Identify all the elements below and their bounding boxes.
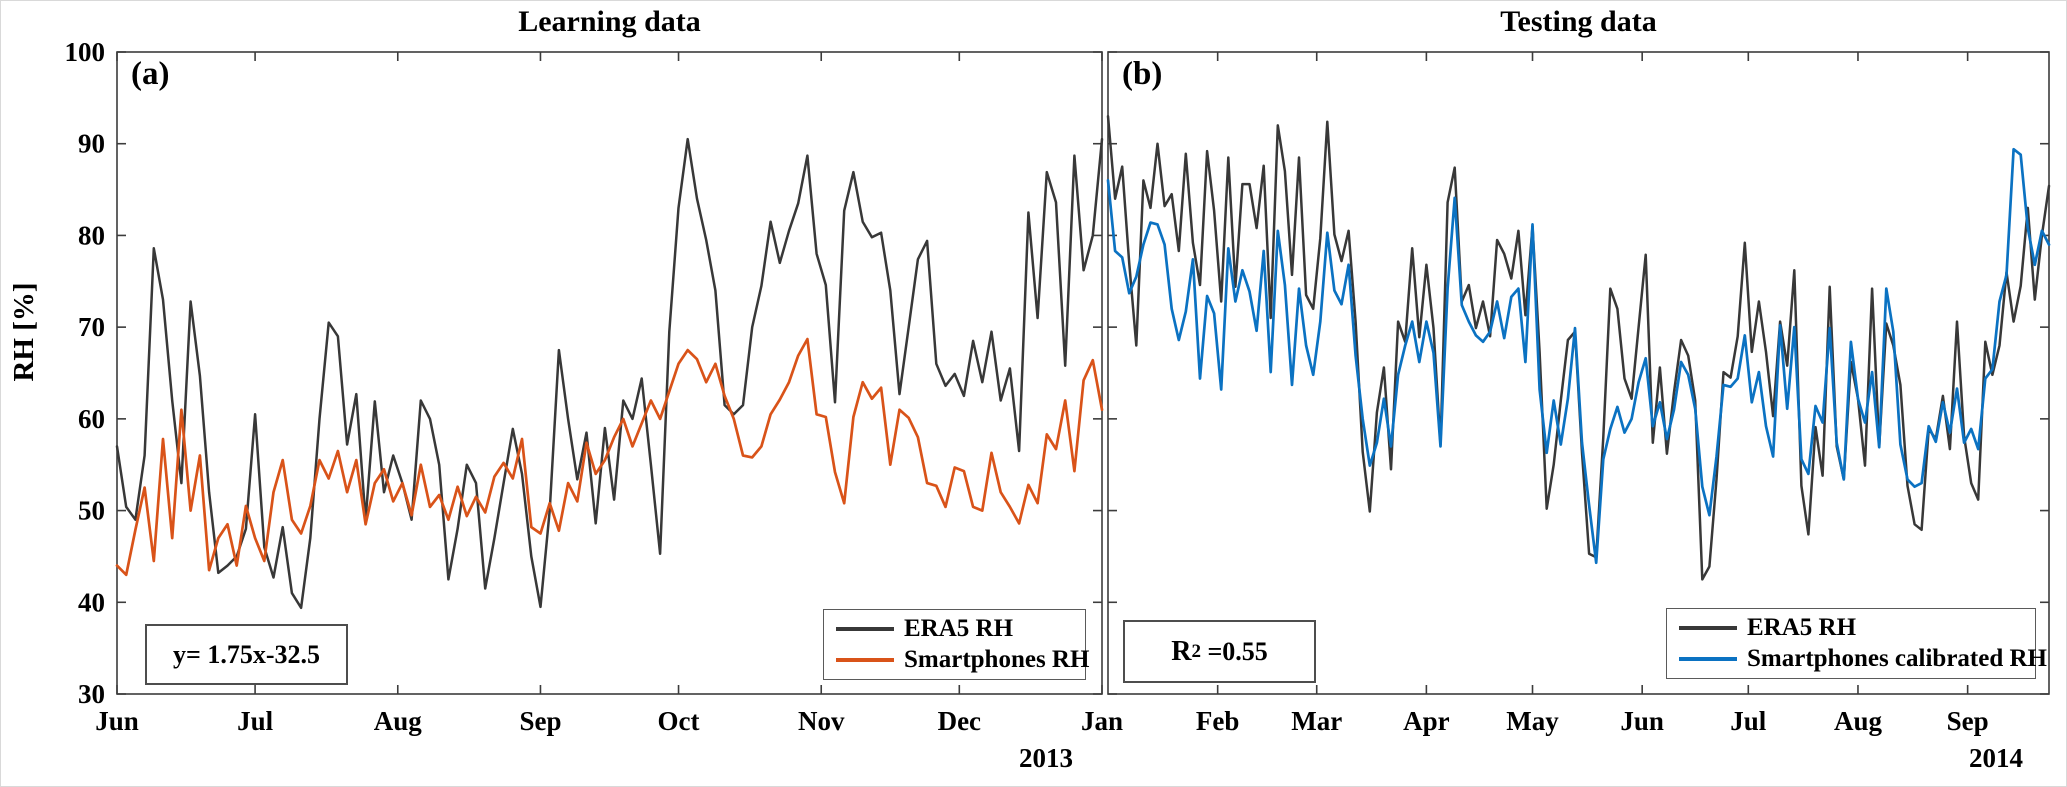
y-tick-label: 30 bbox=[78, 679, 105, 709]
x-tick-label: Feb bbox=[1196, 706, 1240, 736]
panel-a-letter: (a) bbox=[131, 56, 170, 92]
smartphones-line-swatch-icon bbox=[836, 658, 894, 662]
regression-equation-text: y= 1.75x-32.5 bbox=[173, 639, 320, 669]
era5-rh-line bbox=[115, 137, 1104, 610]
x-tick-label: Mar bbox=[1291, 706, 1342, 736]
r-squared-base: R bbox=[1171, 635, 1192, 667]
x-tick-label: Jul bbox=[237, 706, 274, 736]
x-tick-label: Dec bbox=[938, 706, 981, 736]
legend-panel-b: ERA5 RH Smartphones calibrated RH bbox=[1666, 608, 2047, 679]
legend-panel-a: ERA5 RH Smartphones RH bbox=[823, 609, 1089, 680]
era5-line-swatch-icon bbox=[1679, 626, 1737, 630]
smartphones-calibrated-rh-line bbox=[1106, 147, 2051, 565]
legend-item-smartphones: Smartphones RH bbox=[836, 646, 1089, 674]
legend-item-era5: ERA5 RH bbox=[836, 615, 1077, 643]
legend-label-smartphones-calibrated: Smartphones calibrated RH bbox=[1747, 645, 2047, 672]
x-tick-label: Jan bbox=[1081, 706, 1123, 736]
y-axis-label: RH [%] bbox=[8, 282, 40, 382]
legend-label-era5-b: ERA5 RH bbox=[1747, 614, 1857, 641]
x-tick-label: Aug bbox=[1834, 706, 1883, 736]
legend-label-era5: ERA5 RH bbox=[904, 615, 1014, 642]
panel-b-title: Testing data bbox=[1500, 5, 1657, 38]
x-tick-label: Nov bbox=[798, 706, 845, 736]
x-tick-label: Apr bbox=[1403, 706, 1450, 736]
smartphones-rh-line bbox=[115, 337, 1104, 577]
panel-a-title: Learning data bbox=[518, 5, 701, 38]
x-tick-label: Jun bbox=[1620, 706, 1664, 736]
x-tick-label: Oct bbox=[658, 706, 700, 736]
year-label-2014: 2014 bbox=[1969, 743, 2023, 773]
x-tick-label: Sep bbox=[1947, 706, 1989, 736]
smartphones-calibrated-line-swatch-icon bbox=[1679, 657, 1737, 661]
panel-b-letter: (b) bbox=[1122, 56, 1163, 92]
panel-border bbox=[1107, 51, 2050, 695]
y-tick-label: 100 bbox=[65, 37, 106, 67]
panel-border bbox=[116, 51, 1103, 695]
r-squared-value: =0.55 bbox=[1200, 636, 1268, 666]
y-tick-label: 40 bbox=[78, 587, 105, 617]
era5-rh-line bbox=[1106, 114, 2051, 581]
x-tick-label: Aug bbox=[374, 706, 423, 736]
x-tick-label: Jul bbox=[1730, 706, 1767, 736]
y-tick-label: 80 bbox=[78, 220, 105, 250]
legend-item-smartphones-calibrated: Smartphones calibrated RH bbox=[1679, 645, 2047, 673]
y-tick-label: 90 bbox=[78, 129, 105, 159]
era5-line-swatch-icon bbox=[836, 627, 894, 631]
x-tick-label: May bbox=[1506, 706, 1559, 736]
regression-equation-box: y= 1.75x-32.5 bbox=[145, 624, 348, 685]
legend-label-smartphones: Smartphones RH bbox=[904, 646, 1090, 673]
y-tick-label: 70 bbox=[78, 312, 105, 342]
x-tick-label: Sep bbox=[519, 706, 561, 736]
year-label-2013: 2013 bbox=[1019, 743, 1073, 773]
y-tick-label: 50 bbox=[78, 496, 105, 526]
x-tick-label: Jun bbox=[95, 706, 139, 736]
legend-item-era5-b: ERA5 RH bbox=[1679, 614, 2027, 642]
y-tick-label: 60 bbox=[78, 404, 105, 434]
